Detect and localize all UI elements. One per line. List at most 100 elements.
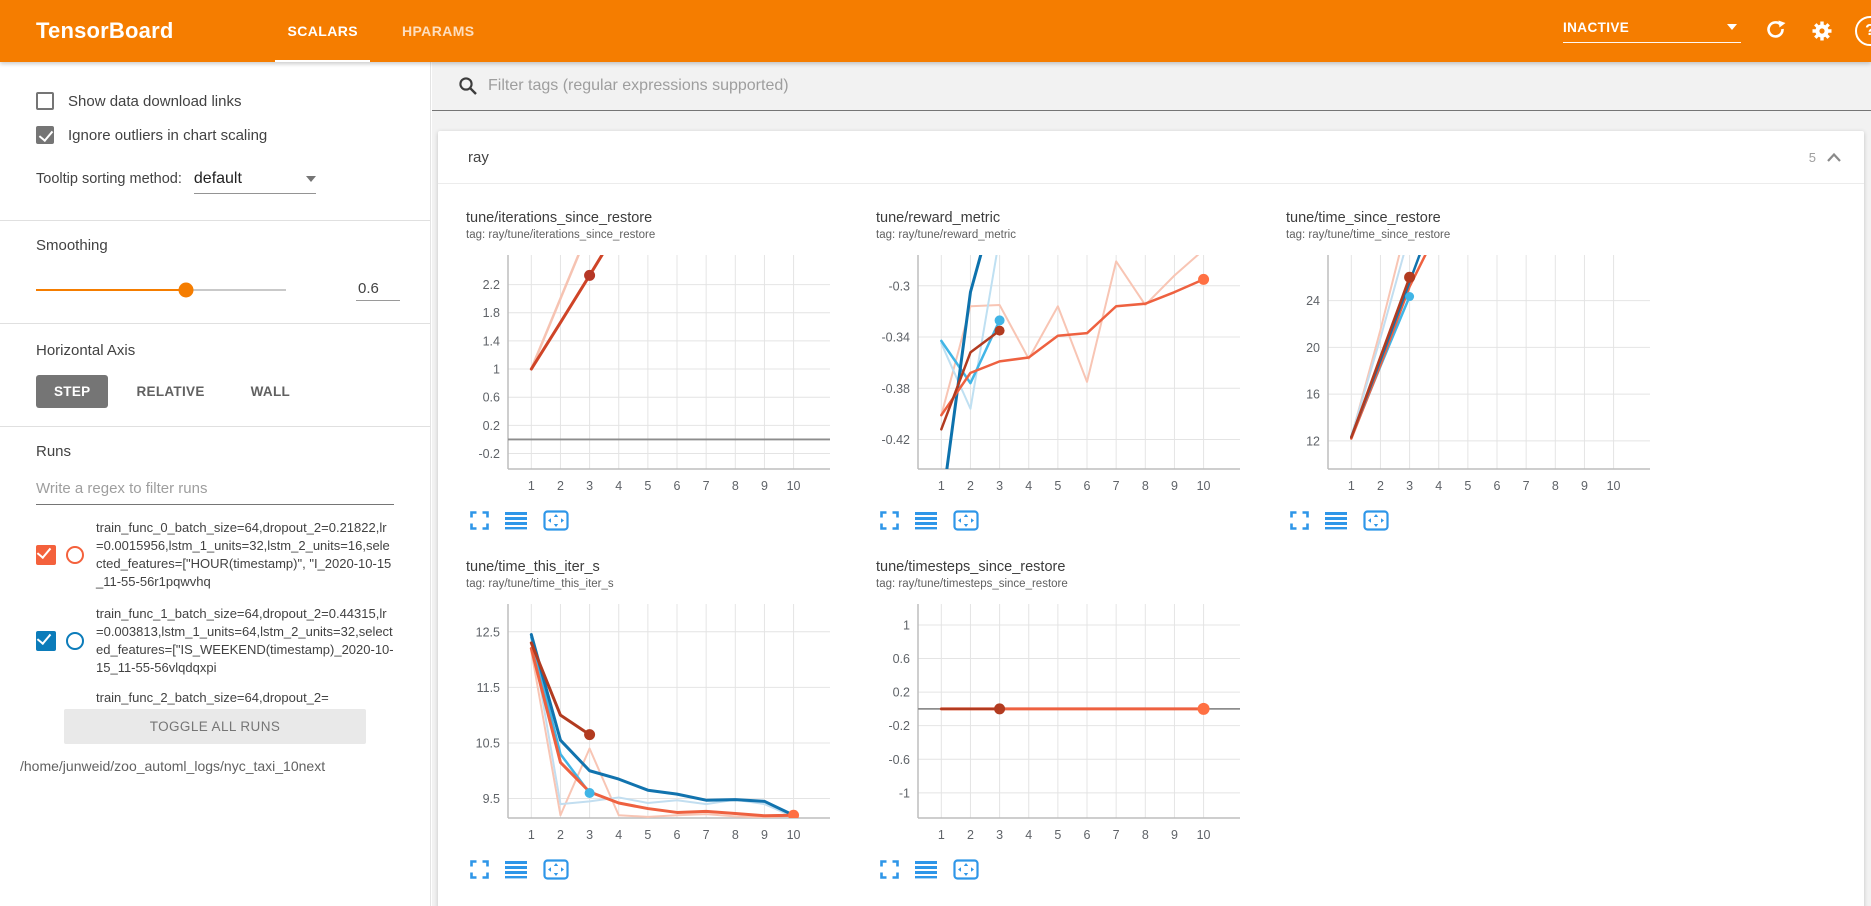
svg-text:10: 10 xyxy=(1197,479,1211,493)
svg-text:10: 10 xyxy=(787,479,801,493)
axis-step-button[interactable]: STEP xyxy=(36,375,109,408)
fit-domain-icon[interactable] xyxy=(953,510,979,531)
tag-filter-input[interactable] xyxy=(488,77,1688,95)
run-name: train_func_1_batch_size=64,dropout_2=0.4… xyxy=(96,606,394,675)
runs-list: train_func_0_batch_size=64,dropout_2=0.2… xyxy=(36,519,394,705)
data-table-icon[interactable] xyxy=(915,860,937,879)
chevron-down-icon xyxy=(1727,24,1737,30)
svg-text:5: 5 xyxy=(644,479,651,493)
svg-text:-0.2: -0.2 xyxy=(478,447,500,461)
checkbox-checked[interactable] xyxy=(36,126,54,144)
chart-tag: tag: ray/tune/iterations_since_restore xyxy=(466,229,656,241)
data-table-icon[interactable] xyxy=(915,511,937,530)
expand-chart-icon[interactable] xyxy=(1290,511,1309,530)
svg-text:1: 1 xyxy=(528,479,535,493)
run-name: train_func_2_batch_size=64,dropout_2= xyxy=(96,690,329,705)
svg-text:10: 10 xyxy=(787,828,801,842)
ray-section-card: ray 5 tune/iterations_since_restore tag:… xyxy=(438,131,1864,906)
chart-tag: tag: ray/tune/time_this_iter_s xyxy=(466,578,614,590)
ignore-outliers-checkbox-row[interactable]: Ignore outliers in chart scaling xyxy=(36,126,400,144)
run-row-train-func-0[interactable]: train_func_0_batch_size=64,dropout_2=0.2… xyxy=(36,519,394,591)
run-checkbox[interactable] xyxy=(36,631,56,651)
divider xyxy=(0,220,430,221)
smoothing-value-input[interactable] xyxy=(356,278,400,301)
svg-text:20: 20 xyxy=(1306,341,1320,355)
horizontal-axis-label: Horizontal Axis xyxy=(36,342,136,359)
axis-relative-button[interactable]: RELATIVE xyxy=(136,384,205,399)
data-table-icon[interactable] xyxy=(1325,511,1347,530)
run-radio[interactable] xyxy=(66,546,84,564)
show-download-links-checkbox-row[interactable]: Show data download links xyxy=(36,92,400,110)
axis-wall-button[interactable]: WALL xyxy=(250,384,291,399)
svg-text:2: 2 xyxy=(1377,479,1384,493)
svg-text:7: 7 xyxy=(1113,479,1120,493)
svg-text:3: 3 xyxy=(1406,479,1413,493)
svg-text:0.6: 0.6 xyxy=(483,391,500,405)
tooltip-sorting-dropdown[interactable]: default xyxy=(193,170,316,194)
run-checkbox[interactable] xyxy=(36,545,56,565)
run-row-train-func-1[interactable]: train_func_1_batch_size=64,dropout_2=0.4… xyxy=(36,605,394,677)
chart-tile: tune/time_since_restore tag: ray/tune/ti… xyxy=(1278,210,1680,531)
chart-toolbar xyxy=(1278,504,1680,531)
data-table-icon[interactable] xyxy=(505,860,527,879)
status-dropdown[interactable]: INACTIVE xyxy=(1563,20,1741,43)
refresh-icon[interactable] xyxy=(1763,18,1789,44)
divider xyxy=(0,323,430,324)
section-title: ray xyxy=(468,148,489,166)
tab-scalars[interactable]: SCALARS xyxy=(265,0,379,62)
fit-domain-icon[interactable] xyxy=(1363,510,1389,531)
expand-chart-icon[interactable] xyxy=(470,511,489,530)
data-table-icon[interactable] xyxy=(505,511,527,530)
svg-text:7: 7 xyxy=(1523,479,1530,493)
expand-chart-icon[interactable] xyxy=(880,511,899,530)
app-header: TensorBoard SCALARS HPARAMS INACTIVE xyxy=(0,0,1871,62)
help-icon[interactable]: ? xyxy=(1855,16,1871,46)
ray-section-header[interactable]: ray 5 xyxy=(438,131,1864,184)
fit-domain-icon[interactable] xyxy=(953,859,979,880)
tooltip-sorting-value: default xyxy=(193,170,242,187)
line-chart[interactable]: 1 2 3 4 5 6 7 8 9 10 -0.42 -0.38 -0.34 -0.3 xyxy=(868,247,1270,504)
line-chart[interactable]: 1 2 3 4 5 6 7 8 9 10 -0.2 0.2 0.6 1 1.4 1.8 2.2 xyxy=(458,247,860,504)
smoothing-slider[interactable] xyxy=(36,282,286,297)
chart-toolbar xyxy=(868,853,1270,880)
line-chart[interactable]: 1 2 3 4 5 6 7 8 9 10 12 16 20 24 xyxy=(1278,247,1680,504)
main-content: ray 5 tune/iterations_since_restore tag:… xyxy=(432,62,1871,906)
slider-knob[interactable] xyxy=(178,282,194,297)
svg-text:2: 2 xyxy=(557,828,564,842)
run-radio[interactable] xyxy=(66,632,84,650)
chevron-up-icon[interactable] xyxy=(1826,152,1842,163)
svg-text:3: 3 xyxy=(996,828,1003,842)
chart-toolbar xyxy=(458,853,860,880)
svg-text:9: 9 xyxy=(761,479,768,493)
chart-tile: tune/reward_metric tag: ray/tune/reward_… xyxy=(868,210,1270,531)
svg-text:6: 6 xyxy=(1084,828,1091,842)
svg-text:4: 4 xyxy=(1025,828,1032,842)
fit-domain-icon[interactable] xyxy=(543,859,569,880)
chart-tile: tune/iterations_since_restore tag: ray/t… xyxy=(458,210,860,531)
settings-sidebar: Show data download links Ignore outliers… xyxy=(0,62,431,906)
app-logo: TensorBoard xyxy=(36,18,174,43)
svg-text:16: 16 xyxy=(1306,388,1320,402)
fit-domain-icon[interactable] xyxy=(543,510,569,531)
line-chart[interactable]: 1 2 3 4 5 6 7 8 9 10 9.5 10.5 11.5 12.5 xyxy=(458,596,860,853)
runs-filter-input[interactable] xyxy=(36,474,394,505)
svg-text:1: 1 xyxy=(493,363,500,377)
expand-chart-icon[interactable] xyxy=(880,860,899,879)
svg-text:12: 12 xyxy=(1306,434,1320,448)
svg-text:8: 8 xyxy=(732,479,739,493)
log-directory-path: /home/junweid/zoo_automl_logs/nyc_taxi_1… xyxy=(20,758,326,774)
line-chart[interactable]: 1 2 3 4 5 6 7 8 9 10 -1 -0.6 -0.2 0.2 0.6 1 xyxy=(868,596,1270,853)
chart-tile: tune/timesteps_since_restore tag: ray/tu… xyxy=(868,559,1270,880)
expand-chart-icon[interactable] xyxy=(470,860,489,879)
svg-text:-0.3: -0.3 xyxy=(888,279,910,293)
svg-text:7: 7 xyxy=(703,828,710,842)
svg-text:-0.38: -0.38 xyxy=(882,382,911,396)
toggle-all-runs-button[interactable]: TOGGLE ALL RUNS xyxy=(64,709,366,744)
tab-hparams[interactable]: HPARAMS xyxy=(401,23,475,39)
run-name: train_func_0_batch_size=64,dropout_2=0.2… xyxy=(96,520,392,589)
svg-text:9: 9 xyxy=(1581,479,1588,493)
run-row-train-func-2[interactable]: train_func_2_batch_size=64,dropout_2= xyxy=(36,689,394,705)
gear-icon[interactable] xyxy=(1809,18,1835,44)
svg-text:0.2: 0.2 xyxy=(893,686,910,700)
checkbox-unchecked[interactable] xyxy=(36,92,54,110)
